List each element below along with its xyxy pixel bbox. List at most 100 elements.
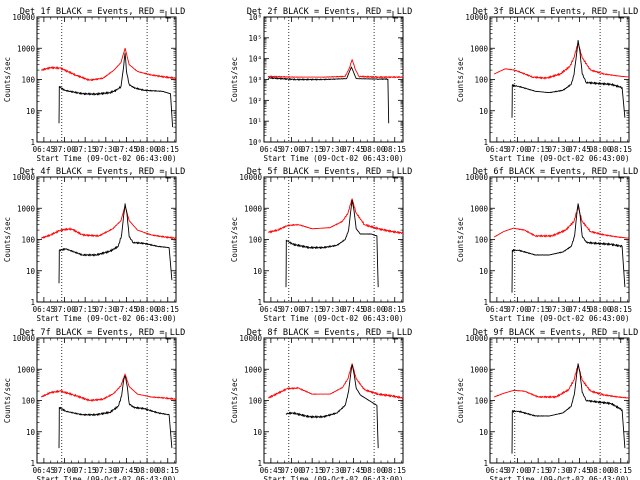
y-tick-label: 1 (483, 459, 488, 468)
chart-panel: Det 6f BLACK = Events, RED = LLD 1 10 100 10… (456, 167, 638, 323)
time-marker (618, 11, 624, 19)
time-marker (165, 332, 171, 340)
y-axis-label: Counts/sec (230, 217, 239, 262)
lld-series-line (267, 198, 404, 234)
y-axis-label: Counts/sec (3, 57, 12, 102)
x-tick-label: 07:00 (506, 145, 529, 154)
x-tick-label: 07:45 (568, 305, 591, 314)
y-axis-label: Counts/sec (230, 378, 239, 423)
x-tick-label: 07:00 (506, 305, 529, 314)
lld-series-line (493, 206, 630, 239)
x-tick-label: 07:30 (95, 466, 118, 475)
x-tick-label: 08:00 (363, 145, 386, 154)
lld-series-line (493, 364, 630, 399)
y-tick-label: 100 (248, 397, 262, 406)
x-tick-label: 08:15 (383, 145, 406, 154)
chart-panel: Det 4f BLACK = Events, RED = LLD 1 10 100 10… (3, 167, 185, 323)
x-tick-label: 08:00 (136, 466, 159, 475)
y-tick-label: 10 (253, 428, 263, 437)
y-tick-label: 1 (30, 138, 35, 147)
y-tick-label: 100 (21, 76, 35, 85)
lld-series-line (268, 59, 404, 79)
x-axis-label: Start Time (09-Oct-02 06:43:00) (490, 314, 630, 323)
x-axis-label: Start Time (09-Oct-02 06:43:00) (264, 314, 404, 323)
x-axis-label: Start Time (09-Oct-02 06:43:00) (490, 154, 630, 163)
x-tick-label: 08:00 (363, 466, 386, 475)
y-tick-label: 10000 (12, 334, 35, 343)
y-tick-label: 10 (479, 267, 489, 276)
x-tick-label: 06:45 (33, 305, 56, 314)
x-tick-label: 07:45 (568, 145, 591, 154)
x-tick-label: 07:15 (301, 145, 324, 154)
time-marker (618, 332, 624, 340)
x-tick-label: 08:00 (136, 145, 159, 154)
x-tick-label: 07:15 (74, 466, 97, 475)
events-series-line (58, 203, 173, 284)
x-tick-label: 08:15 (609, 466, 632, 475)
x-tick-label: 08:15 (156, 145, 179, 154)
y-tick-label: 100 (248, 236, 262, 245)
y-axis-label: Counts/sec (3, 378, 12, 423)
x-tick-label: 08:00 (589, 466, 612, 475)
x-tick-label: 07:15 (74, 305, 97, 314)
x-tick-label: 07:00 (280, 145, 303, 154)
y-tick-label: 10 (26, 107, 36, 116)
y-tick-label: 1000 (470, 44, 489, 53)
y-tick-label: 10⁵ (248, 34, 262, 43)
time-marker (165, 171, 171, 179)
y-tick-label: 10⁴ (248, 55, 262, 64)
x-tick-label: 07:30 (548, 305, 571, 314)
x-tick-label: 06:45 (260, 145, 283, 154)
plot-frame (36, 16, 177, 143)
x-tick-label: 07:30 (548, 466, 571, 475)
plot-frame (489, 176, 630, 303)
x-tick-label: 08:00 (136, 305, 159, 314)
lld-series-line (40, 205, 177, 240)
events-series-line (511, 39, 626, 118)
x-axis-label: Start Time (09-Oct-02 06:43:00) (264, 154, 404, 163)
chart-title: Det 5f BLACK = Events, RED = LLD (247, 167, 413, 177)
events-series-line (511, 363, 626, 454)
y-tick-label: 1 (483, 138, 488, 147)
events-series-line (511, 203, 626, 293)
y-tick-label: 1000 (17, 365, 36, 374)
lld-series-line (267, 363, 404, 400)
y-tick-label: 10000 (465, 13, 488, 22)
plot-frame (36, 176, 177, 303)
x-tick-label: 07:15 (301, 466, 324, 475)
x-tick-label: 07:15 (301, 305, 324, 314)
chart-panel: Det 2f BLACK = Events, RED = LLD 10⁰ 10¹ 10… (230, 7, 412, 163)
x-tick-label: 07:15 (527, 305, 550, 314)
time-marker (392, 171, 398, 179)
x-tick-label: 07:00 (53, 145, 76, 154)
y-tick-label: 10000 (12, 13, 35, 22)
y-tick-label: 1 (257, 298, 262, 307)
x-tick-label: 08:15 (383, 305, 406, 314)
y-tick-label: 10 (26, 428, 36, 437)
chart-panel: Det 9f BLACK = Events, RED = LLD 1 10 100 10… (456, 328, 638, 480)
x-tick-label: 07:30 (95, 305, 118, 314)
y-tick-label: 10³ (248, 76, 262, 85)
y-tick-label: 1000 (470, 204, 489, 213)
y-tick-label: 100 (474, 236, 488, 245)
y-tick-label: 10¹ (248, 117, 262, 126)
x-tick-label: 07:30 (95, 145, 118, 154)
y-tick-label: 1000 (17, 204, 36, 213)
y-tick-label: 1 (30, 298, 35, 307)
y-tick-label: 1000 (244, 365, 263, 374)
y-tick-label: 100 (474, 76, 488, 85)
y-axis-label: Counts/sec (456, 57, 465, 102)
chart-panel: Det 3f BLACK = Events, RED = LLD 1 10 100 10… (456, 7, 638, 163)
x-tick-label: 08:15 (609, 305, 632, 314)
x-tick-label: 08:00 (589, 305, 612, 314)
chart-panel: Det 7f BLACK = Events, RED = LLD 1 10 100 10… (3, 328, 185, 480)
y-tick-label: 10000 (465, 173, 488, 182)
chart-title: Det 3f BLACK = Events, RED = LLD (473, 7, 639, 17)
x-tick-label: 07:00 (280, 466, 303, 475)
x-tick-label: 06:45 (486, 466, 509, 475)
x-tick-label: 07:30 (548, 145, 571, 154)
y-axis-label: Counts/sec (456, 378, 465, 423)
x-tick-label: 07:30 (322, 305, 345, 314)
y-tick-label: 100 (21, 236, 35, 245)
x-tick-label: 07:45 (342, 145, 365, 154)
